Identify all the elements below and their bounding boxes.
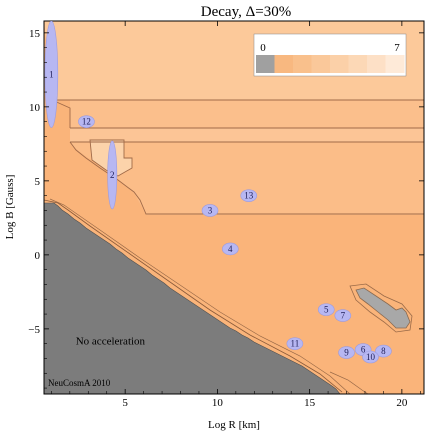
source-label-12: 12	[82, 117, 91, 127]
annotation-credit: NeuCosmA 2010	[48, 378, 111, 388]
contour-lower	[69, 141, 424, 215]
source-marker-13	[240, 189, 258, 202]
colorbar-max-label: 7	[394, 42, 400, 54]
source-label-5: 5	[324, 305, 329, 315]
source-label-1: 1	[49, 69, 54, 79]
x-tick-label: 5	[122, 397, 128, 409]
source-marker-1	[44, 21, 59, 128]
region-band-upper	[52, 100, 424, 128]
source-label-11: 11	[291, 339, 300, 349]
region-band-lower	[70, 142, 424, 215]
source-marker-2	[107, 140, 118, 210]
chart-title: Decay, Δ=30%	[201, 4, 291, 20]
region-grey-island	[355, 287, 411, 329]
source-marker-10	[362, 350, 379, 364]
source-label-4: 4	[228, 244, 233, 254]
y-tick-label: 0	[35, 250, 41, 262]
source-marker-7	[334, 309, 352, 322]
source-label-10: 10	[366, 352, 376, 362]
x-tick-label: 20	[396, 397, 408, 409]
colorbar-cell	[330, 55, 349, 73]
source-label-6: 6	[361, 345, 366, 355]
contour-island	[89, 139, 133, 177]
x-axis-label: Log R [km]	[208, 419, 260, 431]
colorbar-legend: 0 7	[253, 33, 407, 77]
colorbar-cell	[274, 55, 294, 73]
contour-edge-1	[44, 199, 343, 393]
source-label-13: 13	[244, 191, 254, 201]
region-label-no-acceleration: No acceleration	[76, 336, 146, 348]
x-tick-label: 15	[304, 397, 316, 409]
colorbar-cell	[367, 55, 386, 73]
source-label-8: 8	[381, 346, 386, 356]
x-tick-label: 10	[212, 397, 224, 409]
y-tick-label: 10	[29, 102, 41, 114]
source-marker-5	[317, 303, 335, 316]
source-label-7: 7	[341, 311, 346, 321]
y-tick-label: 15	[29, 28, 41, 40]
colorbar-cell	[293, 55, 312, 73]
colorbar-cell	[385, 55, 405, 73]
colorbar-min-label: 0	[260, 42, 266, 54]
source-label-2: 2	[110, 170, 115, 180]
contour-upper-4	[51, 99, 71, 128]
source-label-9: 9	[344, 348, 349, 358]
source-marker-3	[201, 204, 219, 217]
y-tick-label: −5	[28, 324, 40, 336]
colorbar-cell	[311, 55, 331, 73]
y-tick-label: 5	[35, 176, 41, 188]
source-marker-11	[286, 337, 304, 350]
source-marker-8	[375, 344, 392, 358]
region-band-mid	[70, 128, 424, 142]
contour-edge-2	[49, 198, 351, 394]
source-marker-9	[338, 346, 355, 359]
contour-island	[349, 283, 413, 333]
source-marker-12	[78, 115, 95, 128]
source-label-3: 3	[208, 205, 213, 215]
no-acceleration-region	[44, 202, 341, 394]
source-marker-4	[222, 242, 239, 256]
colorbar-cell	[348, 55, 368, 73]
colorbar-cell	[256, 55, 275, 73]
y-axis-label: Log B [Gauss]	[4, 175, 16, 240]
plot-frame	[43, 20, 425, 395]
